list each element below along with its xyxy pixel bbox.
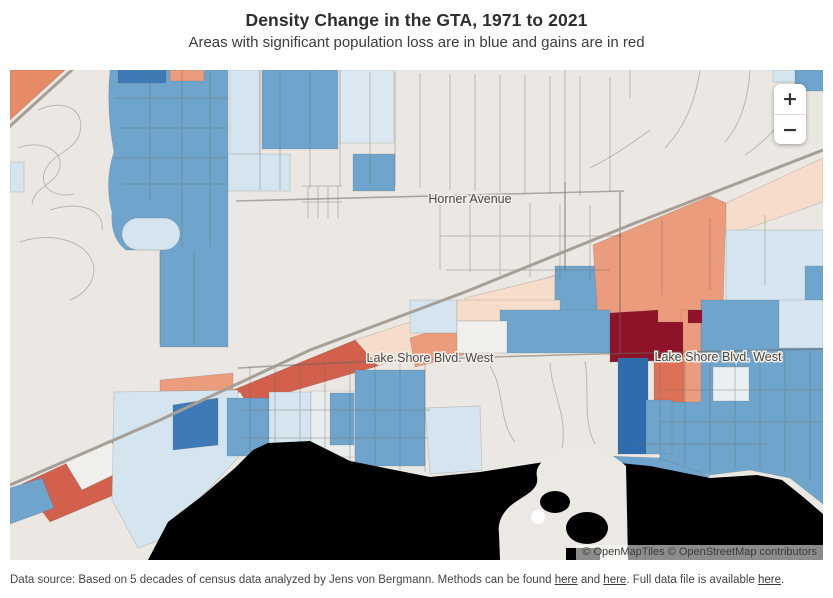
- major-roads-layer: [235, 182, 823, 369]
- header: Density Change in the GTA, 1971 to 2021 …: [0, 0, 833, 51]
- zoom-in-button[interactable]: +: [774, 84, 806, 114]
- map-canvas[interactable]: Horner Avenue Lake Shore Blvd. West Lake…: [10, 70, 823, 560]
- peninsula-pond: [531, 510, 545, 524]
- tract-strong-gain-maroon: [609, 309, 684, 363]
- road-lake-shore-blvd: [237, 348, 823, 369]
- roads-layer: [17, 70, 823, 480]
- footer-link-methods-1[interactable]: here: [554, 574, 578, 586]
- map-label-horner-avenue: Horner Avenue: [428, 192, 511, 206]
- page-subtitle: Areas with significant population loss a…: [188, 34, 645, 51]
- footer-text: Data source: Based on 5 decades of censu…: [10, 574, 555, 586]
- footer-link-datafile[interactable]: here: [758, 574, 782, 586]
- water-layer: [148, 441, 823, 560]
- map-labels-layer: Horner Avenue Lake Shore Blvd. West Lake…: [365, 191, 783, 367]
- railway-line: [10, 70, 823, 487]
- map-container[interactable]: Horner Avenue Lake Shore Blvd. West Lake…: [10, 70, 823, 560]
- footer-datasource: Data source: Based on 5 decades of censu…: [10, 574, 785, 586]
- zoom-out-button[interactable]: −: [774, 114, 806, 144]
- map-label-lake-shore-west-1: Lake Shore Blvd. West: [367, 351, 494, 365]
- lake-ontario: [148, 441, 823, 560]
- map-zoom-control: + −: [774, 84, 806, 144]
- map-label-lake-shore-west-2: Lake Shore Blvd. West: [655, 350, 782, 364]
- road-horner-avenue: [235, 190, 625, 202]
- map-attribution[interactable]: © OpenMapTiles © OpenStreetMap contribut…: [576, 545, 823, 560]
- page-title: Density Change in the GTA, 1971 to 2021: [245, 10, 588, 30]
- footer-link-methods-2[interactable]: here: [603, 574, 627, 586]
- census-tracts-layer: [10, 70, 823, 549]
